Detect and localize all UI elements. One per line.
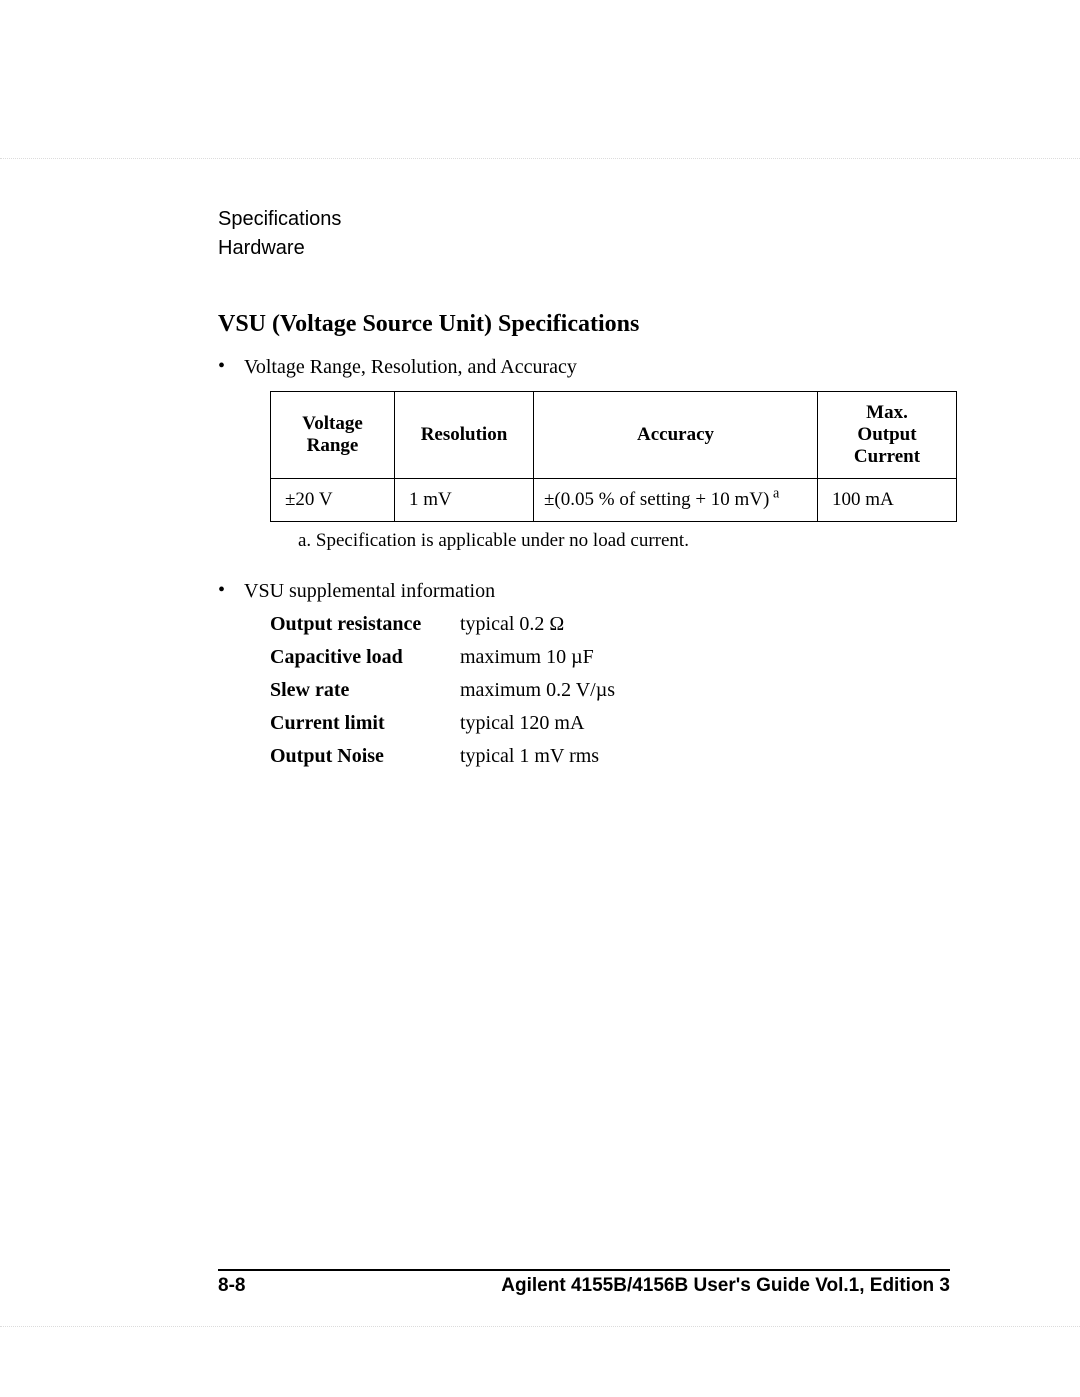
spec-table: VoltageRange Resolution Accuracy Max.Out…	[270, 391, 957, 522]
col-voltage-range: VoltageRange	[271, 392, 395, 479]
document-page: Specifications Hardware VSU (Voltage Sou…	[0, 0, 1080, 1397]
col-resolution: Resolution	[395, 392, 534, 479]
bullet-voltage-range-label: Voltage Range, Resolution, and Accuracy	[244, 356, 577, 378]
cell-accuracy: ±(0.05 % of setting + 10 mV) a	[534, 479, 818, 522]
info-label: Current limit	[270, 712, 460, 735]
cell-max-output-current: 100 mA	[818, 479, 957, 522]
info-label: Capacitive load	[270, 646, 460, 669]
info-row-capacitive-load: Capacitive load maximum 10 µF	[270, 646, 960, 669]
info-row-output-resistance: Output resistance typical 0.2 Ω	[270, 613, 960, 636]
breadcrumb-line-2: Hardware	[218, 234, 960, 263]
info-value: maximum 0.2 V/µs	[460, 679, 960, 702]
spec-list: Voltage Range, Resolution, and Accuracy …	[218, 356, 960, 768]
col-accuracy: Accuracy	[534, 392, 818, 479]
info-value: typical 120 mA	[460, 712, 960, 735]
cell-resolution: 1 mV	[395, 479, 534, 522]
table-header-row: VoltageRange Resolution Accuracy Max.Out…	[271, 392, 957, 479]
supplemental-info-list: Output resistance typical 0.2 Ω Capaciti…	[270, 613, 960, 768]
page-footer: 8-8 Agilent 4155B/4156B User's Guide Vol…	[218, 1269, 950, 1297]
info-label: Output Noise	[270, 745, 460, 768]
cell-voltage-range: ±20 V	[271, 479, 395, 522]
section-title: VSU (Voltage Source Unit) Specifications	[218, 311, 960, 338]
footnote-marker-a: a	[769, 486, 779, 502]
bullet-voltage-range: Voltage Range, Resolution, and Accuracy …	[218, 356, 960, 552]
info-label: Slew rate	[270, 679, 460, 702]
footer-title: Agilent 4155B/4156B User's Guide Vol.1, …	[501, 1275, 950, 1297]
info-row-current-limit: Current limit typical 120 mA	[270, 712, 960, 735]
breadcrumb: Specifications Hardware	[218, 205, 960, 263]
info-label: Output resistance	[270, 613, 460, 636]
col-max-output-current: Max.OutputCurrent	[818, 392, 957, 479]
breadcrumb-line-1: Specifications	[218, 205, 960, 234]
info-value: typical 0.2 Ω	[460, 613, 960, 636]
footer-rule	[218, 1269, 950, 1271]
table-footnote: a. Specification is applicable under no …	[298, 530, 960, 552]
page-number: 8-8	[218, 1275, 245, 1297]
table-row: ±20 V 1 mV ±(0.05 % of setting + 10 mV) …	[271, 479, 957, 522]
info-value: typical 1 mV rms	[460, 745, 960, 768]
bullet-supplemental-info: VSU supplemental information Output resi…	[218, 580, 960, 768]
info-row-slew-rate: Slew rate maximum 0.2 V/µs	[270, 679, 960, 702]
bullet-supplemental-info-label: VSU supplemental information	[244, 580, 495, 602]
info-value: maximum 10 µF	[460, 646, 960, 669]
info-row-output-noise: Output Noise typical 1 mV rms	[270, 745, 960, 768]
